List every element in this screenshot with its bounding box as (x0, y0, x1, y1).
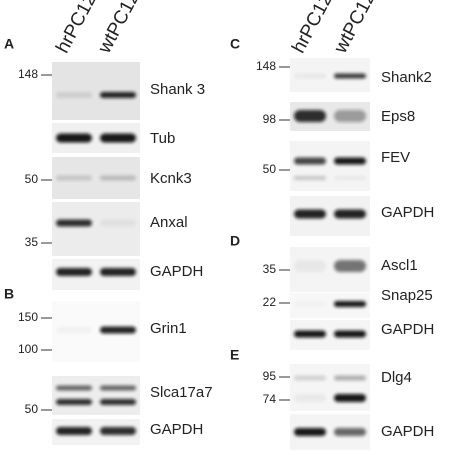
band (294, 110, 326, 122)
band (334, 73, 366, 79)
blot-label: Tub (150, 130, 175, 147)
marker-label: 95 (263, 369, 277, 383)
marker-label: 50 (25, 402, 39, 416)
blot-label: Anxal (150, 214, 188, 231)
blot-label: Shank2 (381, 69, 432, 86)
band (56, 327, 92, 334)
blot-label: Shank 3 (150, 81, 205, 98)
band (334, 209, 366, 219)
marker-label: 100 (18, 342, 38, 356)
blot (52, 202, 140, 256)
marker-label: 22 (263, 295, 277, 309)
band (334, 394, 366, 402)
band (100, 92, 136, 98)
blot-label: GAPDH (381, 423, 434, 440)
lane-label: hrPC12 (288, 0, 337, 57)
band (56, 268, 92, 276)
band (334, 260, 366, 272)
panel-letter: B (4, 286, 14, 302)
blot-label: Slca17a7 (150, 384, 213, 401)
band (294, 301, 326, 307)
band (100, 326, 136, 334)
blot-label: Eps8 (381, 108, 415, 125)
marker-label: 74 (263, 392, 277, 406)
lane-label: wtPC12 (94, 0, 144, 58)
band (294, 157, 326, 165)
blot-label: GAPDH (150, 421, 203, 438)
band (100, 399, 136, 405)
blot (52, 62, 140, 120)
band (334, 428, 366, 436)
marker-label: 98 (263, 112, 277, 126)
lane-label: wtPC12 (330, 0, 380, 58)
blot-label: FEV (381, 149, 410, 166)
lane-label: hrPC12 (52, 0, 101, 57)
marker-label: 35 (263, 262, 277, 276)
panel-letter: C (230, 36, 240, 52)
band (294, 394, 326, 402)
marker-label: 150 (18, 310, 38, 324)
band (100, 175, 136, 181)
blot-label: Dlg4 (381, 369, 412, 386)
blot-label: Grin1 (150, 320, 187, 337)
band (56, 133, 92, 143)
panel-letter: A (4, 36, 14, 52)
marker-label: 50 (263, 162, 277, 176)
blot-label: GAPDH (381, 204, 434, 221)
band (334, 330, 366, 338)
blot-label: Kcnk3 (150, 170, 192, 187)
band (56, 385, 92, 391)
band (334, 375, 366, 381)
band (294, 176, 326, 180)
band (294, 209, 326, 219)
blot-label: Ascl1 (381, 257, 418, 274)
band (334, 301, 366, 307)
marker-label: 148 (18, 67, 38, 81)
band (100, 219, 136, 227)
band (100, 385, 136, 391)
band (294, 375, 326, 381)
band (294, 260, 326, 272)
panel-letter: D (230, 233, 240, 249)
panel-letter: E (230, 347, 239, 363)
band (334, 157, 366, 165)
marker-label: 50 (25, 172, 39, 186)
band (56, 399, 92, 405)
blot (290, 364, 370, 411)
band (100, 133, 136, 143)
band (56, 219, 92, 227)
band (294, 330, 326, 338)
band (56, 92, 92, 98)
blot-label: Snap25 (381, 287, 433, 304)
marker-label: 35 (25, 235, 39, 249)
band (334, 176, 366, 180)
band (334, 110, 366, 122)
band (100, 268, 136, 276)
blot-label: GAPDH (381, 321, 434, 338)
band (56, 175, 92, 181)
band (294, 73, 326, 79)
blot (52, 376, 140, 415)
band (294, 428, 326, 436)
band (56, 427, 92, 435)
blot-label: GAPDH (150, 263, 203, 280)
band (100, 427, 136, 435)
marker-label: 148 (256, 59, 276, 73)
blot (290, 141, 370, 191)
